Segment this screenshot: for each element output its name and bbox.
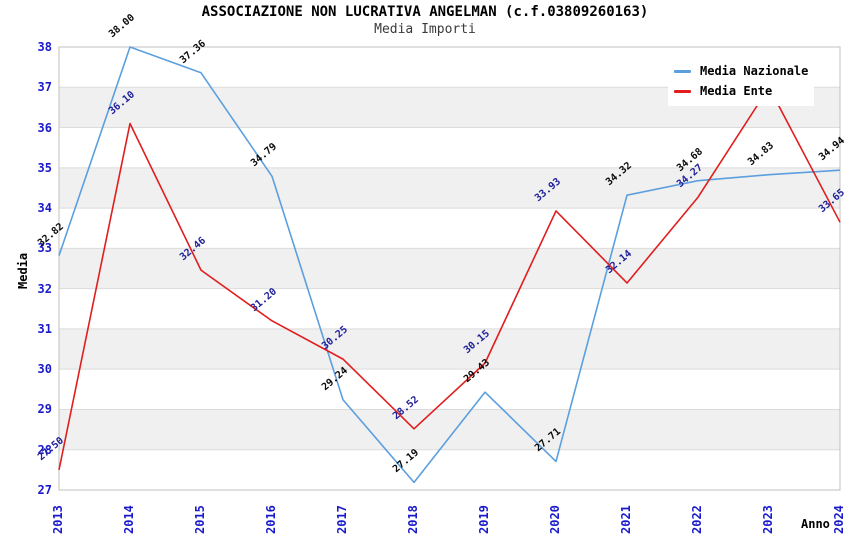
- plot-border: [58, 46, 841, 491]
- grid-band: [59, 409, 840, 450]
- y-tick-label: 36: [37, 120, 52, 135]
- series-line-1: [58, 86, 841, 471]
- y-axis-title: Media: [16, 252, 30, 289]
- legend: Media Nazionale Media Ente: [668, 56, 814, 106]
- x-tick-label: 2021: [619, 505, 633, 534]
- grid-band: [59, 248, 840, 289]
- y-tick-label: 32: [37, 281, 52, 296]
- y-tick-label: 33: [37, 241, 52, 256]
- y-tick-label: 37: [37, 80, 52, 95]
- x-tick-label: 2019: [477, 505, 491, 534]
- legend-label: Media Ente: [700, 84, 773, 98]
- y-tick-label: 34: [37, 201, 52, 216]
- x-tick-label: 2017: [335, 505, 349, 534]
- x-tick-label: 2015: [193, 505, 207, 534]
- x-tick-label: 2020: [548, 505, 562, 534]
- grid-band: [59, 328, 840, 370]
- x-tick-label: 2023: [761, 505, 775, 534]
- x-tick-label: 2024: [832, 505, 846, 534]
- grid-band: [59, 167, 840, 209]
- y-tick-label: 35: [37, 160, 52, 175]
- y-tick-label: 31: [37, 321, 52, 336]
- chart-title: ASSOCIAZIONE NON LUCRATIVA ANGELMAN (c.f…: [201, 4, 649, 20]
- chart-subtitle: Media Importi: [374, 22, 476, 37]
- legend-line-swatch-red: [674, 89, 691, 93]
- y-tick-label: 38: [37, 40, 52, 54]
- x-tick-label: 2014: [122, 505, 136, 534]
- y-tick-label: 30: [37, 362, 52, 377]
- legend-item-media-nazionale: Media Nazionale: [674, 64, 814, 78]
- legend-item-media-ente: Media Ente: [674, 84, 814, 98]
- x-tick-label: 2016: [264, 505, 278, 534]
- x-tick-label: 2018: [406, 505, 420, 534]
- legend-label: Media Nazionale: [700, 64, 809, 78]
- y-tick-label: 28: [37, 442, 52, 457]
- x-tick-label: 2022: [690, 505, 704, 534]
- y-tick-label: 27: [37, 483, 52, 497]
- legend-line-swatch-blue: [674, 69, 691, 73]
- y-tick-label: 29: [37, 402, 52, 417]
- x-tick-label: 2013: [51, 505, 65, 534]
- x-axis-title: Anno: [801, 517, 830, 531]
